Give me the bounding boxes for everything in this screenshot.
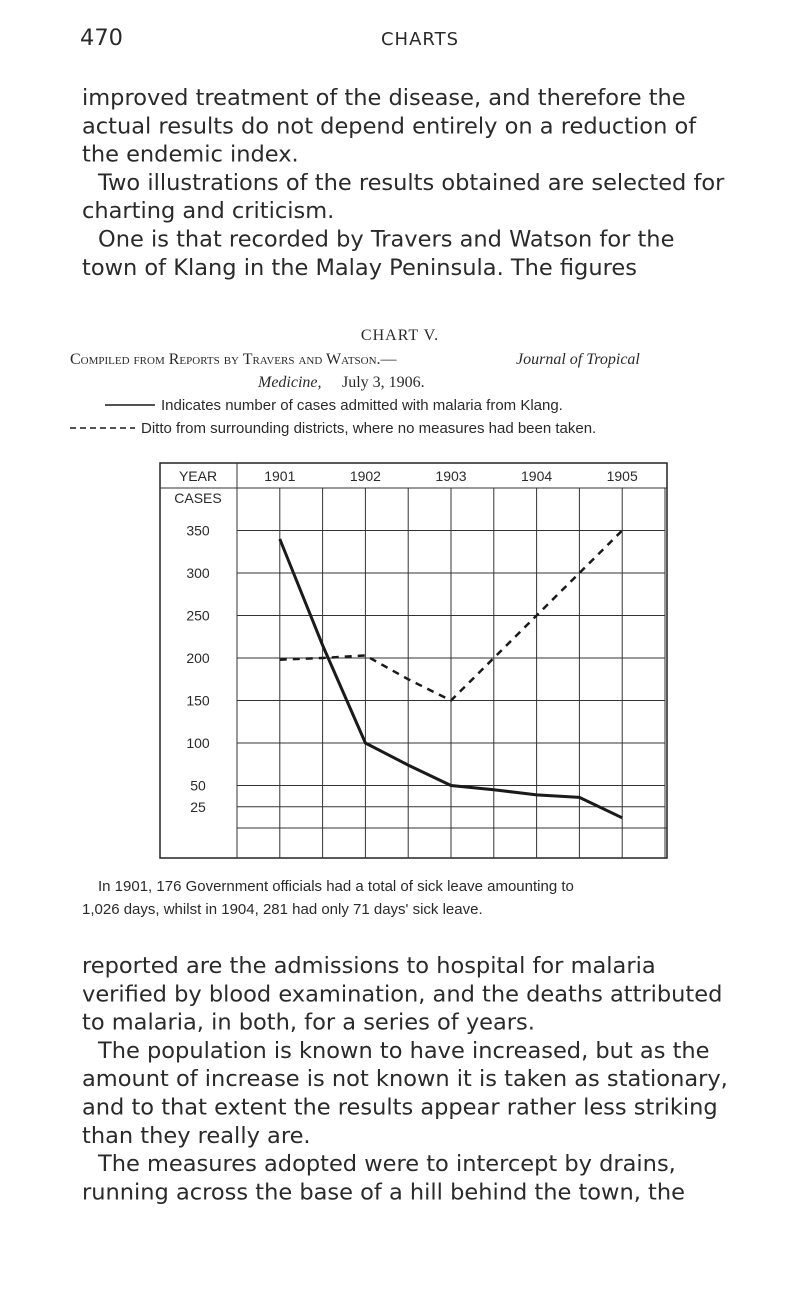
x-tick-label: 1903 — [435, 468, 466, 484]
chart-journal: Medicine, — [257, 374, 322, 391]
chart-frame — [159, 462, 668, 859]
legend-label: Indicates number of cases admitted with … — [161, 397, 563, 414]
paragraph-line: Two illustrations of the results obtaine… — [97, 170, 725, 196]
y-tick-label: 300 — [186, 565, 210, 581]
running-title: CHARTS — [381, 29, 459, 50]
x-tick-label: 1905 — [607, 468, 638, 484]
paragraph-line: verified by blood examination, and the d… — [82, 981, 722, 1007]
y-axis-label: CASES — [174, 490, 221, 506]
paragraph-line: to malaria, in both, for a series of yea… — [82, 1010, 535, 1036]
paragraph-line: than they really are. — [82, 1123, 311, 1149]
chart-note: In 1901, 176 Government officials had a … — [98, 878, 574, 895]
paragraph-line: The population is known to have increase… — [97, 1038, 710, 1064]
paragraph-line: actual results do not depend entirely on… — [82, 113, 697, 139]
chart-title: CHART V. — [361, 327, 439, 344]
paragraph-line: town of Klang in the Malay Peninsula. Th… — [82, 255, 637, 281]
y-tick-label: 50 — [190, 778, 206, 794]
page-number: 470 — [80, 25, 123, 51]
chart-note: 1,026 days, whilst in 1904, 281 had only… — [82, 901, 483, 918]
chart-journal: Journal of Tropical — [516, 351, 640, 368]
paragraph-line: One is that recorded by Travers and Wats… — [98, 227, 674, 253]
x-tick-label: 1901 — [264, 468, 295, 484]
paragraph-line: the endemic index. — [82, 142, 299, 168]
x-tick-label: 1904 — [521, 468, 552, 484]
y-tick-label: 25 — [190, 799, 206, 815]
data-line — [279, 529, 624, 703]
y-tick-label: 100 — [186, 735, 210, 751]
paragraph-line: charting and criticism. — [82, 198, 334, 224]
paragraph-line: amount of increase is not known it is ta… — [82, 1066, 728, 1092]
y-tick-label: 350 — [186, 523, 210, 539]
paragraph-line: improved treatment of the disease, and t… — [82, 85, 686, 111]
x-tick-label: 1902 — [350, 468, 381, 484]
data-line — [278, 538, 623, 820]
x-axis-label: YEAR — [179, 468, 217, 484]
y-tick-label: 200 — [186, 650, 210, 666]
paragraph-line: and to that extent the results appear ra… — [82, 1095, 718, 1121]
legend-label: Ditto from surrounding districts, where … — [141, 420, 596, 437]
y-tick-label: 150 — [186, 693, 210, 709]
paragraph-line: reported are the admissions to hospital … — [82, 953, 656, 979]
y-tick-label: 250 — [186, 608, 210, 624]
paragraph-line: running across the base of a hill behind… — [82, 1179, 685, 1205]
chart-date: July 3, 1906. — [342, 374, 425, 391]
chart-source: Compiled from Reports by Travers and Wat… — [70, 351, 398, 368]
paragraph-line: The measures adopted were to intercept b… — [97, 1151, 676, 1177]
